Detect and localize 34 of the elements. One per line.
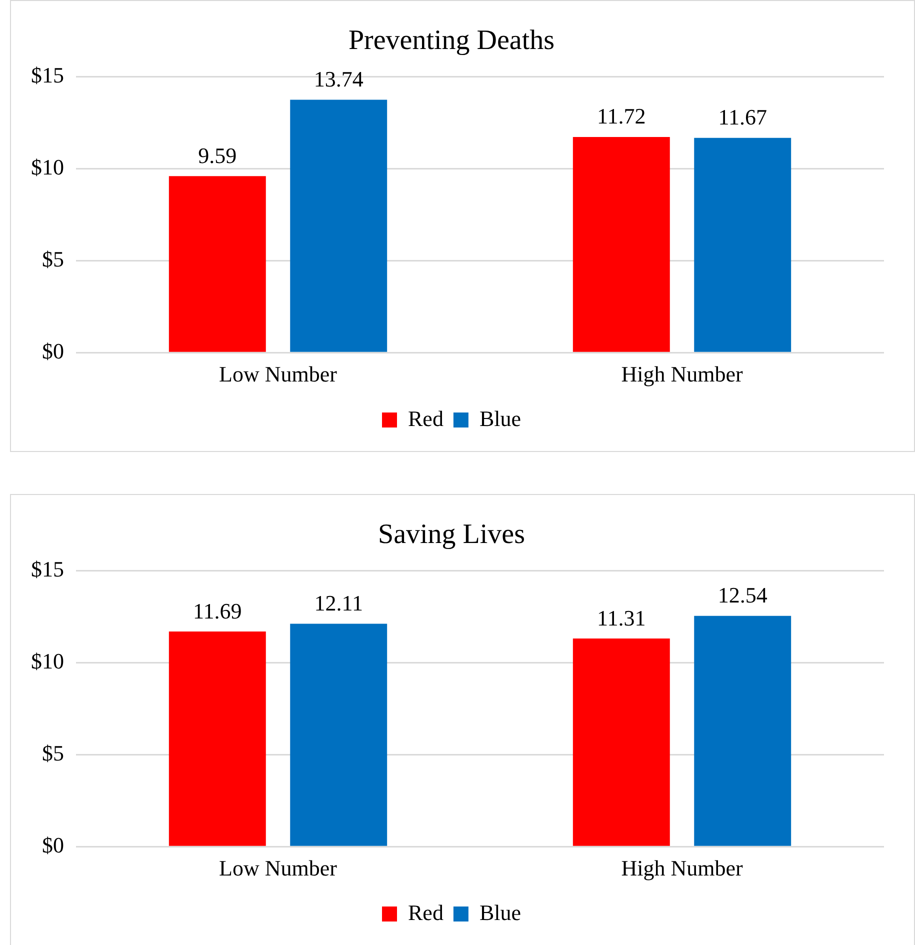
chart-title: Saving Lives xyxy=(378,519,525,550)
x-tick-label: High Number xyxy=(621,856,744,881)
x-tick-label: Low Number xyxy=(219,856,338,881)
data-label: 11.69 xyxy=(193,598,242,624)
x-tick-label: High Number xyxy=(621,362,744,387)
legend-label: Blue xyxy=(479,900,522,925)
data-label: 11.67 xyxy=(718,104,767,130)
bar xyxy=(572,638,670,846)
y-tick-label: $5 xyxy=(42,740,64,766)
bar xyxy=(290,100,388,352)
bar xyxy=(572,136,670,352)
legend-label: Red xyxy=(408,406,444,431)
y-tick-label: $10 xyxy=(31,648,64,674)
bar xyxy=(168,632,266,846)
data-label: 11.72 xyxy=(597,104,646,129)
bar xyxy=(168,176,266,352)
data-label: 13.74 xyxy=(314,66,364,92)
bar xyxy=(694,616,792,846)
bar xyxy=(694,138,792,352)
data-label: 11.31 xyxy=(597,605,646,630)
data-label: 12.54 xyxy=(718,582,768,608)
y-tick-label: $0 xyxy=(42,338,64,364)
data-label: 9.59 xyxy=(198,142,237,168)
y-tick-label: $15 xyxy=(31,556,64,582)
chart-title: Preventing Deaths xyxy=(348,25,555,56)
data-label: 12.11 xyxy=(314,590,363,616)
bar xyxy=(290,624,388,846)
legend-label: Blue xyxy=(479,406,522,431)
x-tick-label: Low Number xyxy=(219,362,338,387)
y-tick-label: $15 xyxy=(31,62,64,88)
y-tick-label: $10 xyxy=(31,154,64,180)
legend-label: Red xyxy=(408,900,444,925)
y-tick-label: $5 xyxy=(42,246,64,272)
y-tick-label: $0 xyxy=(42,832,64,858)
